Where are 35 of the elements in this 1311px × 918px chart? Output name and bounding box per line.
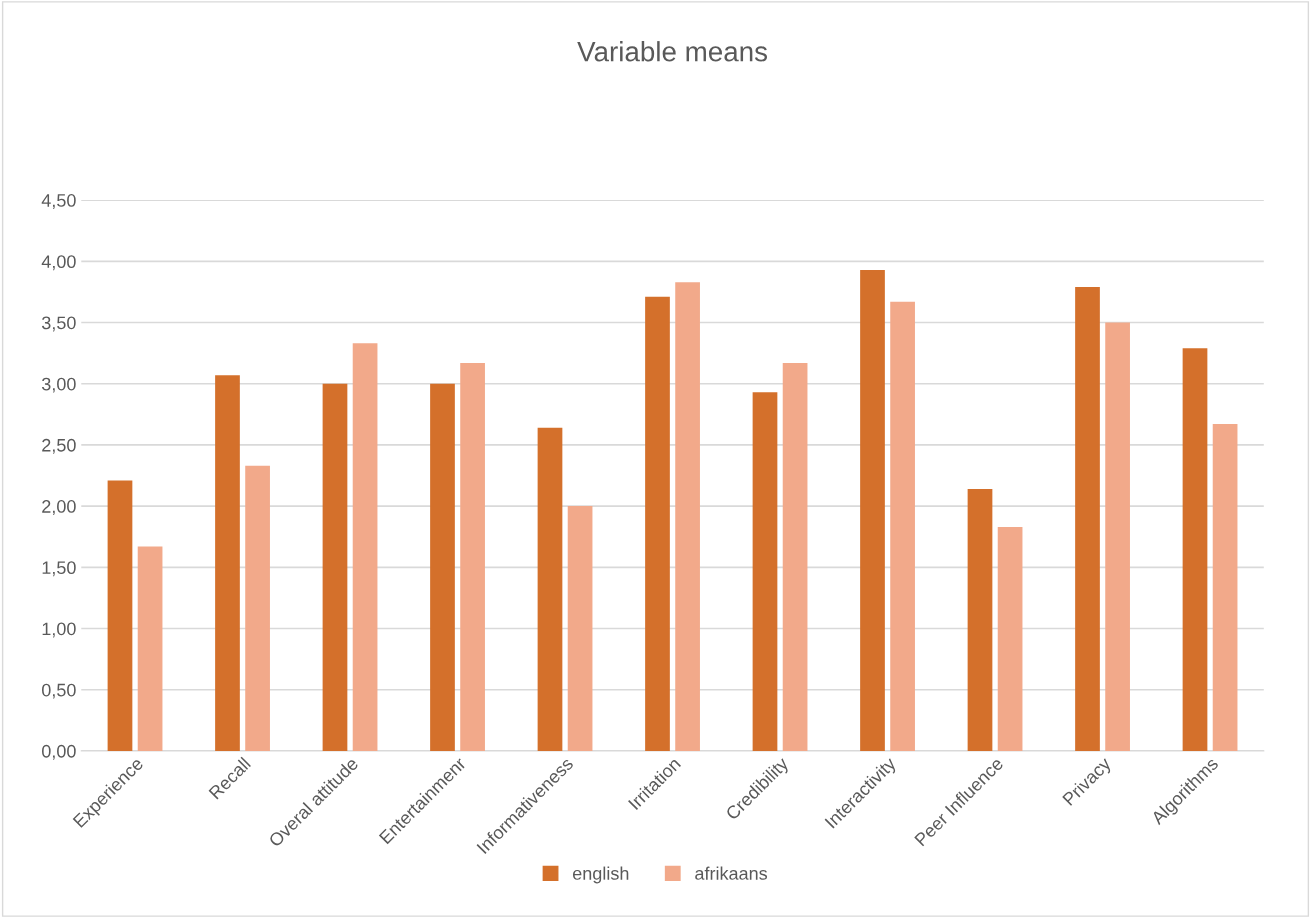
bar: [997, 526, 1023, 751]
bar: [967, 488, 993, 751]
bar: [137, 546, 163, 751]
bar: [645, 296, 670, 751]
bar: [752, 392, 778, 751]
bar: [245, 465, 270, 751]
y-tick-label: 0,50: [41, 683, 76, 699]
bar: [1182, 348, 1208, 751]
bar: [460, 362, 485, 751]
bar: [537, 427, 563, 751]
legend-label: afrikaans: [695, 866, 768, 880]
y-tick-label: 2,00: [42, 500, 76, 515]
bar: [352, 343, 378, 751]
bar: [1212, 424, 1238, 751]
y-tick-label: 1,50: [42, 561, 76, 577]
bar: [860, 269, 885, 751]
y-tick-label: 3,50: [41, 316, 76, 332]
bar: [430, 383, 455, 751]
bar: [215, 375, 240, 751]
bar: [107, 480, 133, 751]
bar: [322, 383, 348, 751]
y-tick-label: 0,00: [41, 744, 76, 760]
bar: [1075, 287, 1100, 751]
bar: [890, 301, 915, 751]
chart-title: Variable means: [577, 41, 768, 62]
bar: [567, 506, 593, 751]
bar: [1105, 322, 1130, 751]
y-tick-label: 4,00: [41, 255, 76, 271]
y-tick-label: 3,00: [41, 377, 76, 393]
y-tick-label: 2,50: [42, 438, 76, 454]
legend-label: english: [572, 866, 629, 884]
y-tick-label: 4,50: [41, 194, 76, 209]
y-tick-label: 1,00: [42, 622, 76, 638]
bar: [675, 282, 700, 751]
bar: [782, 362, 808, 751]
